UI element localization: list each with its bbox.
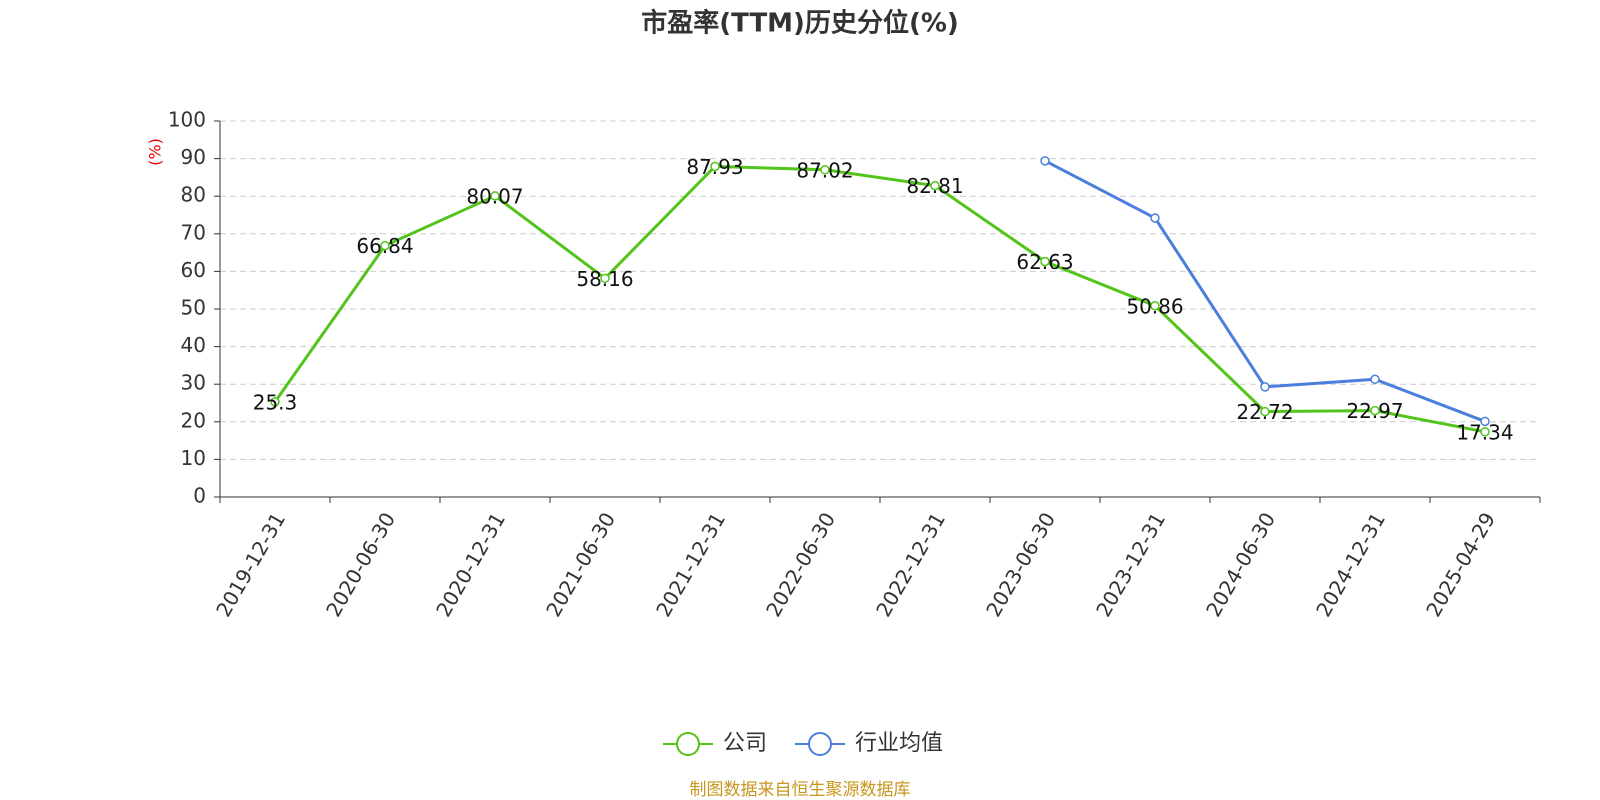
y-tick-label: 60 [181, 258, 206, 282]
y-tick-label: 10 [181, 446, 206, 470]
x-tick-label: 2022-12-31 [871, 508, 950, 621]
y-tick-label: 70 [181, 220, 206, 244]
data-point [1260, 382, 1270, 392]
data-label: 66.84 [356, 234, 413, 258]
y-tick-label: 80 [181, 183, 206, 207]
y-axis-label: (%) [146, 138, 165, 166]
data-label: 50.86 [1126, 294, 1183, 318]
legend-label: 公司 [723, 731, 767, 756]
data-point [930, 180, 940, 191]
x-tick-label: 2019-12-31 [211, 508, 290, 621]
x-tick-label: 2021-06-30 [541, 508, 620, 621]
x-tick-label: 2022-06-30 [761, 508, 840, 621]
data-point [1040, 156, 1050, 166]
chart-title: 市盈率(TTM)历史分位(%) [641, 8, 959, 39]
source-note: 制图数据来自恒生聚源数据库 [690, 780, 911, 800]
data-point [1150, 213, 1160, 223]
data-point [820, 165, 830, 175]
y-tick-label: 20 [181, 408, 206, 432]
data-label: 22.97 [1346, 399, 1403, 423]
x-tick-label: 2024-06-30 [1201, 508, 1280, 621]
data-label: 22.72 [1236, 400, 1293, 424]
x-tick-label: 2024-12-31 [1311, 508, 1390, 621]
x-tick-label: 2021-12-31 [651, 508, 730, 621]
data-label: 62.63 [1016, 250, 1073, 274]
data-point [710, 161, 720, 172]
y-tick-label: 30 [181, 371, 206, 395]
legend-label: 行业均值 [855, 731, 943, 756]
data-label: 87.02 [796, 158, 853, 182]
data-point [1370, 374, 1380, 385]
legend-marker [808, 732, 832, 756]
x-tick-label: 2020-12-31 [431, 508, 510, 621]
data-point [270, 397, 280, 407]
data-label: 25.3 [253, 390, 298, 414]
data-point [1480, 416, 1490, 427]
y-tick-label: 90 [181, 145, 206, 169]
x-tick-label: 2020-06-30 [321, 508, 400, 621]
data-point [1480, 427, 1490, 437]
data-label: 58.16 [576, 267, 633, 291]
data-point [1370, 405, 1380, 416]
data-point [600, 273, 610, 284]
data-point [380, 240, 390, 251]
x-tick-label: 2023-06-30 [981, 508, 1060, 621]
data-point [490, 191, 500, 201]
y-tick-label: 40 [181, 333, 206, 357]
series-line [273, 164, 1486, 434]
data-point [1150, 301, 1160, 311]
x-tick-label: 2023-12-31 [1091, 508, 1170, 621]
data-point [1040, 256, 1050, 267]
data-label: 80.07 [466, 184, 523, 208]
x-tick-label: 2025-04-29 [1421, 508, 1500, 621]
y-tick-label: 50 [181, 296, 206, 320]
data-point [1260, 406, 1270, 417]
data-label: 82.81 [906, 174, 963, 198]
y-tick-label: 100 [168, 108, 206, 132]
y-tick-label: 0 [193, 484, 206, 508]
data-label: 87.93 [686, 155, 743, 179]
legend-marker [676, 732, 700, 756]
